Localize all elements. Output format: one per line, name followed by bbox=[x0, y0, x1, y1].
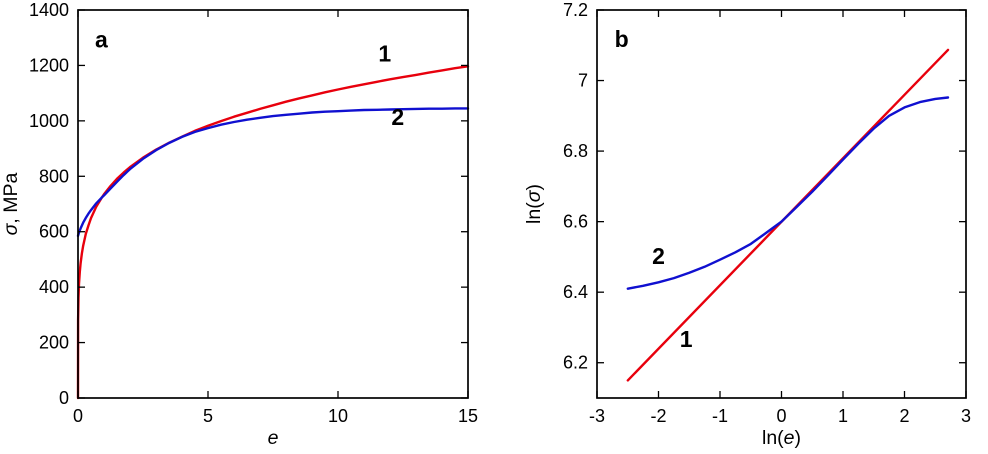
y-tick-label: 1400 bbox=[29, 0, 69, 20]
plot-box bbox=[77, 9, 469, 399]
y-axis-label: ln(σ) bbox=[523, 184, 545, 224]
y-axis-label: σ, MPa bbox=[0, 173, 22, 236]
x-tick-label: 0 bbox=[776, 406, 786, 426]
x-tick-label: -2 bbox=[650, 406, 666, 426]
y-tick-label: 6.6 bbox=[563, 212, 588, 232]
series-group bbox=[626, 48, 950, 382]
x-tick-label: 5 bbox=[203, 406, 213, 426]
chart-panel-b: -3 -2 -1 0 1 2 3 6.2 6.4 6.6 6.8 7 7.2 ln(e) ln(σ) b 2 1 bbox=[523, 0, 971, 449]
plot-box bbox=[596, 9, 967, 399]
annotation-2: 2 bbox=[391, 104, 404, 130]
curve-2 bbox=[76, 107, 470, 238]
y-tick-label: 1000 bbox=[29, 111, 69, 131]
y-tick-label: 7 bbox=[578, 71, 588, 91]
series-group bbox=[76, 65, 470, 400]
annotation-1: 1 bbox=[680, 326, 693, 352]
x-tick-label: 1 bbox=[838, 406, 848, 426]
x-axis-label: e bbox=[268, 427, 279, 449]
x-axis-label: ln(e) bbox=[762, 427, 801, 449]
x-tick-label: 15 bbox=[458, 406, 478, 426]
y-tick-label: 200 bbox=[39, 333, 69, 353]
annotation-1: 1 bbox=[378, 40, 391, 66]
x-tick-label: 10 bbox=[328, 406, 348, 426]
y-tick-label: 6.2 bbox=[563, 353, 588, 373]
chart-panel-a: 0 5 10 15 0 200 400 600 800 1000 1200 1400 e σ, MPa a 1… bbox=[0, 0, 478, 449]
y-tick-label: 0 bbox=[59, 388, 69, 408]
x-tick-label: -1 bbox=[712, 406, 728, 426]
y-tick-label: 6.4 bbox=[563, 282, 588, 302]
y-tick-label: 7.2 bbox=[563, 0, 588, 20]
annotation-b: b bbox=[615, 26, 629, 52]
y-tick-label: 6.8 bbox=[563, 141, 588, 161]
x-tick-label: 0 bbox=[73, 406, 83, 426]
annotation-2: 2 bbox=[652, 243, 665, 269]
y-tick-label: 800 bbox=[39, 166, 69, 186]
x-tick-label: 2 bbox=[899, 406, 909, 426]
x-tick-label: -3 bbox=[589, 406, 605, 426]
y-tick-label: 600 bbox=[39, 222, 69, 242]
annotation-a: a bbox=[95, 26, 108, 52]
curve-2 bbox=[626, 96, 950, 290]
y-tick-label: 1200 bbox=[29, 55, 69, 75]
x-tick-label: 3 bbox=[961, 406, 971, 426]
y-tick-label: 400 bbox=[39, 277, 69, 297]
